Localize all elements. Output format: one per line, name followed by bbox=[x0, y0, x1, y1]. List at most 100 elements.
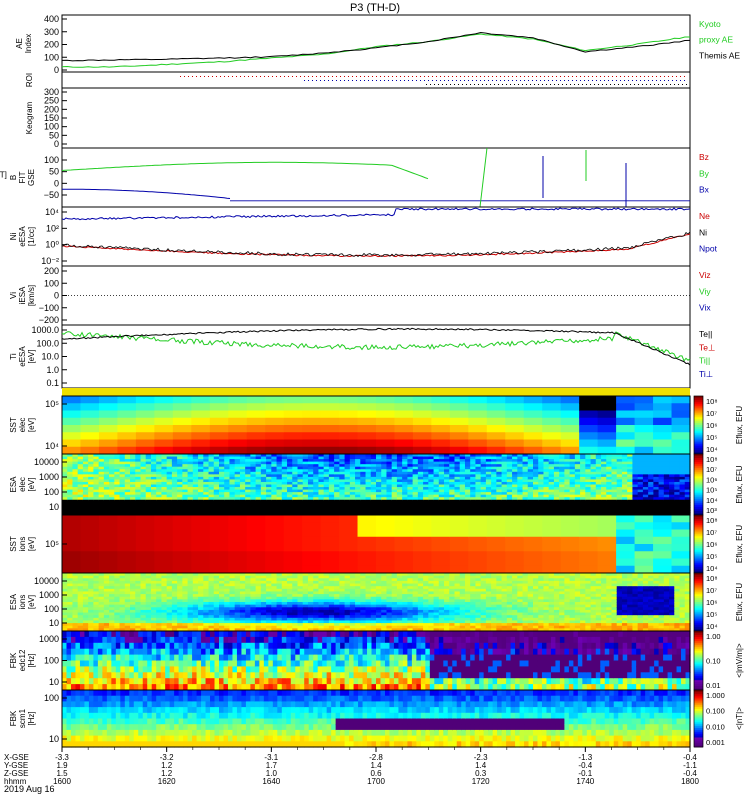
esa_e-cell bbox=[177, 456, 183, 460]
sst_e-cell bbox=[523, 410, 543, 419]
esa_i-cell bbox=[271, 623, 278, 627]
esa_i-cell bbox=[234, 604, 241, 608]
sst_i-cell bbox=[339, 536, 359, 545]
esa_i-cell bbox=[292, 612, 299, 616]
esa_e-cell bbox=[464, 502, 471, 506]
esa_e-cell bbox=[391, 466, 398, 470]
esa_i-cell bbox=[82, 596, 89, 600]
esa_e-cell bbox=[417, 489, 424, 493]
esa_e-cell bbox=[381, 476, 388, 481]
sst_e-colorbar-step bbox=[694, 405, 703, 409]
esa_e-cell bbox=[161, 512, 168, 516]
sst_i-cell bbox=[265, 536, 285, 545]
sst_i-cell bbox=[449, 515, 469, 523]
esa_e-cell bbox=[150, 479, 157, 483]
sst_i-cell bbox=[320, 565, 340, 574]
esa_i-cell bbox=[150, 623, 157, 627]
esa_i-cell bbox=[82, 612, 89, 616]
esa_e-cell bbox=[548, 502, 555, 506]
esa_i-cell bbox=[119, 625, 126, 629]
esa_i-cell bbox=[255, 573, 262, 577]
esa_i-cell bbox=[198, 625, 204, 629]
esa_e-cell bbox=[344, 481, 351, 486]
esa_i-cell bbox=[140, 615, 147, 619]
esa_e-cell bbox=[559, 512, 565, 516]
esa_i-cell bbox=[119, 573, 126, 577]
esa_i-cell bbox=[213, 594, 220, 598]
esa_e-cell bbox=[386, 476, 393, 481]
sst_i-cell bbox=[246, 565, 266, 574]
esa_e-cell bbox=[182, 464, 189, 468]
esa_e-cell bbox=[245, 464, 251, 468]
esa_e-cell bbox=[219, 509, 225, 514]
esa_e-cell bbox=[621, 454, 628, 458]
esa_i-cell bbox=[281, 602, 288, 606]
sst_i-cell bbox=[154, 551, 174, 560]
esa_e-cell bbox=[438, 502, 445, 506]
esa_e-cell bbox=[663, 464, 670, 468]
esa_e-cell bbox=[517, 507, 524, 511]
esa_i-cell bbox=[182, 586, 189, 590]
esa_e-cell bbox=[114, 476, 121, 481]
esa_e-cell bbox=[428, 464, 435, 468]
esa_i-cell bbox=[114, 602, 121, 606]
esa_i-cell bbox=[266, 612, 272, 616]
esa_e-cell bbox=[292, 504, 299, 508]
sst_e-cell bbox=[80, 432, 100, 441]
roi-dot bbox=[500, 76, 501, 77]
esa_e-cell bbox=[407, 476, 414, 481]
esa_i-cell bbox=[234, 573, 241, 577]
esa_e-cell bbox=[182, 492, 189, 496]
esa_e-cell bbox=[349, 461, 356, 465]
esa_e-cell bbox=[114, 481, 121, 486]
sst_i-cell bbox=[135, 522, 155, 531]
esa_e-cell bbox=[245, 504, 251, 508]
esa_i-cell bbox=[302, 594, 309, 598]
esa_i-cell bbox=[302, 591, 309, 595]
esa_i-cell bbox=[250, 583, 257, 587]
sst_e-cell bbox=[449, 425, 469, 433]
esa_i-cell bbox=[229, 620, 236, 624]
sst_i-colorbar-step bbox=[694, 532, 703, 535]
sst_e-cell bbox=[283, 446, 303, 455]
esa_e-cell bbox=[417, 479, 424, 483]
sst_e-cell bbox=[283, 425, 303, 433]
esa_i-cell bbox=[145, 573, 152, 577]
sst_i-cell bbox=[634, 515, 654, 523]
esa_e-cell bbox=[632, 504, 639, 508]
esa_e-cell bbox=[229, 471, 236, 475]
esa_e-cell bbox=[402, 471, 408, 475]
esa_i-cell bbox=[93, 599, 100, 603]
esa_e-cell bbox=[501, 489, 508, 493]
esa_e-cell bbox=[386, 466, 393, 470]
esa_e-cell bbox=[391, 476, 398, 481]
esa_e-cell bbox=[407, 497, 414, 501]
roi-dot bbox=[472, 76, 473, 77]
esa_e-cell bbox=[213, 474, 220, 478]
esa_e-cell bbox=[548, 489, 555, 493]
esa_e-cell bbox=[601, 499, 607, 503]
esa_e-cell bbox=[580, 456, 586, 460]
esa_e-cell bbox=[538, 479, 545, 483]
esa_e-cell bbox=[606, 481, 613, 486]
esa_e-cell bbox=[396, 471, 403, 475]
esa_e-cell bbox=[135, 454, 142, 458]
esa_e-cell bbox=[266, 466, 272, 470]
esa_e-cell bbox=[271, 464, 278, 468]
esa_e-cell bbox=[574, 509, 581, 514]
esa_i-cell bbox=[297, 594, 304, 598]
esa_e-cell bbox=[255, 504, 262, 508]
esa_e-cell bbox=[370, 471, 377, 475]
esa_e-cell bbox=[98, 471, 105, 475]
esa_e-cell bbox=[234, 494, 241, 498]
esa_i-cell bbox=[276, 578, 283, 582]
esa_e-cell bbox=[239, 512, 246, 516]
esa_e-cell bbox=[62, 464, 68, 468]
esa_i-cell bbox=[219, 604, 225, 608]
esa_i-cell bbox=[224, 596, 231, 600]
esa_e-cell bbox=[381, 469, 388, 473]
sst_e-cell bbox=[431, 396, 451, 404]
esa_e-cell bbox=[67, 471, 74, 475]
roi-dot bbox=[196, 76, 197, 77]
